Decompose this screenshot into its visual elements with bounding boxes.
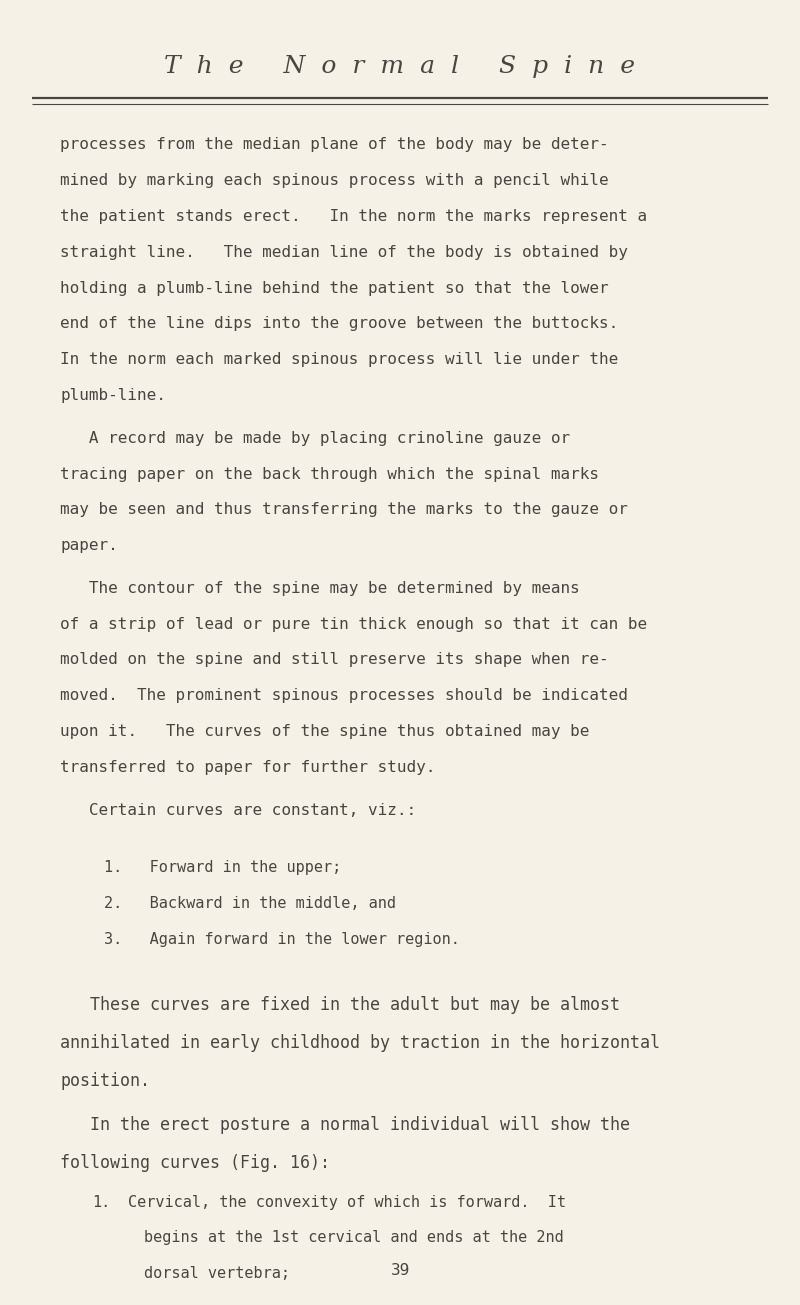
Text: transferred to paper for further study.: transferred to paper for further study. [60, 760, 435, 775]
Text: may be seen and thus transferring the marks to the gauze or: may be seen and thus transferring the ma… [60, 502, 628, 517]
Text: paper.: paper. [60, 538, 118, 553]
Text: mined by marking each spinous process with a pencil while: mined by marking each spinous process wi… [60, 172, 609, 188]
Text: 1.   Forward in the upper;: 1. Forward in the upper; [104, 860, 342, 874]
Text: 39: 39 [390, 1263, 410, 1278]
Text: 3.   Again forward in the lower region.: 3. Again forward in the lower region. [104, 932, 460, 946]
Text: In the norm each marked spinous process will lie under the: In the norm each marked spinous process … [60, 352, 618, 367]
Text: upon it.   The curves of the spine thus obtained may be: upon it. The curves of the spine thus ob… [60, 724, 590, 739]
Text: plumb-line.: plumb-line. [60, 388, 166, 403]
Text: straight line.   The median line of the body is obtained by: straight line. The median line of the bo… [60, 244, 628, 260]
Text: of a strip of lead or pure tin thick enough so that it can be: of a strip of lead or pure tin thick eno… [60, 616, 647, 632]
Text: 1.: 1. [92, 1194, 110, 1210]
Text: tracing paper on the back through which the spinal marks: tracing paper on the back through which … [60, 466, 599, 482]
Text: processes from the median plane of the body may be deter-: processes from the median plane of the b… [60, 137, 609, 151]
Text: These curves are fixed in the adult but may be almost: These curves are fixed in the adult but … [60, 996, 620, 1014]
Text: dorsal vertebra;: dorsal vertebra; [144, 1266, 290, 1282]
Text: end of the line dips into the groove between the buttocks.: end of the line dips into the groove bet… [60, 316, 618, 331]
Text: begins at the 1st cervical and ends at the 2nd: begins at the 1st cervical and ends at t… [144, 1231, 564, 1245]
Text: holding a plumb-line behind the patient so that the lower: holding a plumb-line behind the patient … [60, 281, 609, 295]
Text: the patient stands erect.   In the norm the marks represent a: the patient stands erect. In the norm th… [60, 209, 647, 223]
Text: The contour of the spine may be determined by means: The contour of the spine may be determin… [60, 581, 580, 595]
Text: In the erect posture a normal individual will show the: In the erect posture a normal individual… [60, 1116, 630, 1134]
Text: 2.   Backward in the middle, and: 2. Backward in the middle, and [104, 895, 396, 911]
Text: T  h  e     N  o  r  m  a  l     S  p  i  n  e: T h e N o r m a l S p i n e [165, 55, 635, 78]
Text: following curves (Fig. 16):: following curves (Fig. 16): [60, 1154, 330, 1172]
Text: annihilated in early childhood by traction in the horizontal: annihilated in early childhood by tracti… [60, 1034, 660, 1052]
Text: molded on the spine and still preserve its shape when re-: molded on the spine and still preserve i… [60, 652, 609, 667]
Text: position.: position. [60, 1071, 150, 1090]
Text: A record may be made by placing crinoline gauze or: A record may be made by placing crinolin… [60, 431, 570, 445]
Text: moved.  The prominent spinous processes should be indicated: moved. The prominent spinous processes s… [60, 688, 628, 703]
Text: Certain curves are constant, viz.:: Certain curves are constant, viz.: [60, 803, 416, 817]
Text: Cervical, the convexity of which is forward.  It: Cervical, the convexity of which is forw… [128, 1194, 566, 1210]
